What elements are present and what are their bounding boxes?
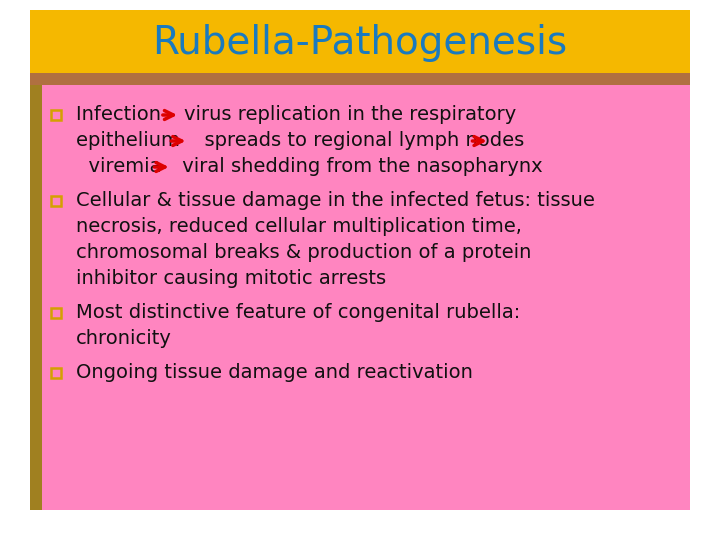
Text: virus replication in the respiratory: virus replication in the respiratory [184,105,516,125]
Text: viremia: viremia [76,158,161,177]
Text: Rubella-Pathogenesis: Rubella-Pathogenesis [153,24,567,62]
Text: inhibitor causing mitotic arrests: inhibitor causing mitotic arrests [76,269,386,288]
Text: chromosomal breaks & production of a protein: chromosomal breaks & production of a pro… [76,244,531,262]
Bar [30,10,690,75]
Text: epithelium: epithelium [76,132,186,151]
Text: necrosis, reduced cellular multiplication time,: necrosis, reduced cellular multiplicatio… [76,218,522,237]
Bar [51,110,61,120]
Bar [30,73,690,85]
Bar [51,196,61,206]
Text: Infection: Infection [76,105,167,125]
Bar [30,85,690,510]
Text: spreads to regional lymph nodes: spreads to regional lymph nodes [192,132,525,151]
Text: Cellular & tissue damage in the infected fetus: tissue: Cellular & tissue damage in the infected… [76,192,595,211]
Text: chronicity: chronicity [76,329,172,348]
Text: viral shedding from the nasopharynx: viral shedding from the nasopharynx [176,158,542,177]
Bar [51,368,61,378]
Bar [30,85,42,510]
Bar [51,308,61,318]
Text: Ongoing tissue damage and reactivation: Ongoing tissue damage and reactivation [76,363,473,382]
Text: Most distinctive feature of congenital rubella:: Most distinctive feature of congenital r… [76,303,521,322]
